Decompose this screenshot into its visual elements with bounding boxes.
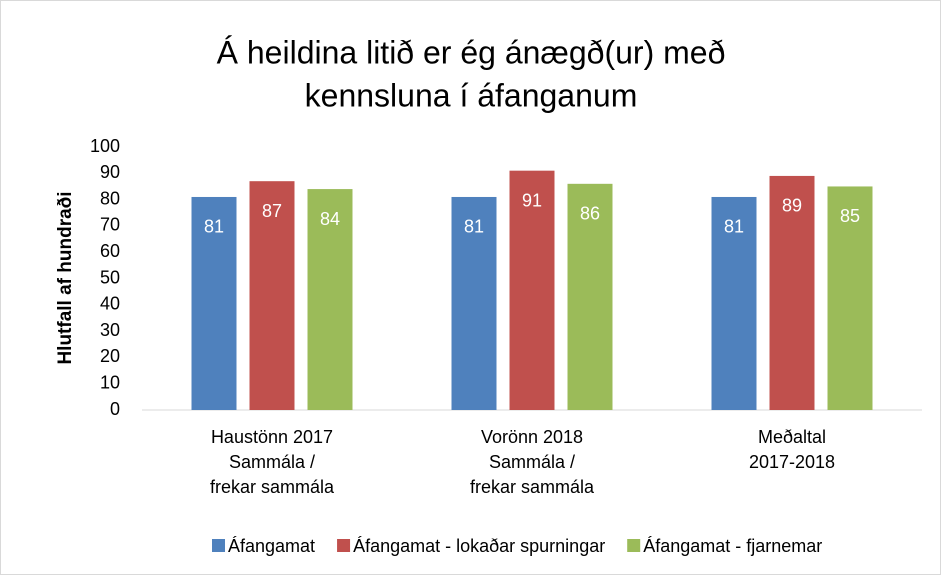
y-tick-label: 80 [100,188,120,208]
y-tick-label: 10 [100,372,120,392]
y-axis-label: Hlutfall af hundraði [55,191,76,364]
data-label: 87 [262,201,282,221]
chart-title: kennsluna í áfanganum [305,77,638,113]
legend-label: Áfangamat - fjarnemar [643,536,822,556]
data-label: 86 [580,204,600,224]
chart-title: Á heildina litið er ég ánægð(ur) með [217,34,726,70]
bar [567,183,613,410]
y-tick-label: 40 [100,294,120,314]
data-label: 91 [522,190,542,210]
data-label: 81 [464,217,484,237]
x-tick-label: Meðaltal [758,427,826,447]
x-tick-label: Sammála / [229,452,315,472]
legend-label: Áfangamat [228,536,315,556]
data-label: 81 [724,217,744,237]
bar [307,189,353,410]
bar [509,170,555,410]
y-tick-label: 60 [100,241,120,261]
bar [827,186,873,410]
x-tick-label: Sammála / [489,452,575,472]
y-tick-label: 70 [100,215,120,235]
legend-swatch [212,539,225,552]
bar [191,196,237,410]
x-tick-label: Vorönn 2018 [481,427,583,447]
y-tick-label: 0 [110,399,120,419]
bar [711,196,757,410]
y-tick-label: 20 [100,346,120,366]
legend-label: Áfangamat - lokaðar spurningar [353,536,605,556]
data-label: 81 [204,217,224,237]
y-tick-label: 50 [100,267,120,287]
y-tick-label: 100 [90,136,120,156]
x-tick-label: 2017-2018 [749,452,835,472]
x-tick-label: Haustönn 2017 [211,427,333,447]
data-label: 84 [320,209,340,229]
y-tick-label: 30 [100,320,120,340]
x-tick-label: frekar sammála [210,477,335,497]
data-label: 89 [782,196,802,216]
legend-swatch [337,539,351,552]
legend-swatch [627,539,641,552]
data-label: 85 [840,206,860,226]
y-tick-label: 90 [100,162,120,182]
bar [249,181,295,410]
bar [769,175,815,410]
bar [451,196,497,410]
x-tick-label: frekar sammála [470,477,595,497]
